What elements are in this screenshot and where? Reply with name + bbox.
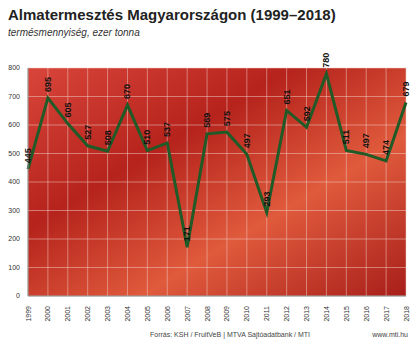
svg-text:592: 592	[302, 106, 312, 121]
svg-text:1999: 1999	[25, 306, 32, 322]
svg-text:511: 511	[341, 130, 351, 145]
html-text:Forrás: KSH / FruitVeB | MTVA: Forrás: KSH / FruitVeB | MTVA Sajtóadatb…	[150, 331, 310, 338]
svg-text:695: 695	[43, 77, 53, 92]
svg-text:445: 445	[23, 148, 33, 163]
svg-text:2012: 2012	[283, 306, 290, 322]
svg-text:800: 800	[8, 64, 20, 71]
svg-text:670: 670	[122, 84, 132, 99]
svg-text:2016: 2016	[363, 306, 370, 322]
svg-text:497: 497	[242, 133, 252, 148]
svg-text:497: 497	[361, 133, 371, 148]
svg-text:679: 679	[401, 81, 411, 96]
svg-text:2007: 2007	[184, 306, 191, 322]
svg-text:600: 600	[8, 121, 20, 128]
svg-text:605: 605	[63, 103, 73, 118]
svg-text:510: 510	[142, 130, 152, 145]
svg-text:508: 508	[103, 130, 113, 145]
svg-text:2017: 2017	[383, 306, 390, 322]
svg-text:780: 780	[321, 53, 331, 68]
svg-text:100: 100	[8, 264, 20, 271]
html-text:termésmennyiség, ezer tonna: termésmennyiség, ezer tonna	[8, 27, 140, 38]
svg-text:171: 171	[182, 226, 192, 241]
svg-text:500: 500	[8, 150, 20, 157]
svg-text:0: 0	[16, 292, 20, 299]
svg-text:293: 293	[262, 191, 272, 206]
svg-text:700: 700	[8, 93, 20, 100]
svg-text:2006: 2006	[164, 306, 171, 322]
svg-text:2015: 2015	[343, 306, 350, 322]
svg-text:2003: 2003	[104, 306, 111, 322]
svg-text:2004: 2004	[124, 306, 131, 322]
svg-text:200: 200	[8, 235, 20, 242]
svg-text:2011: 2011	[263, 306, 270, 321]
svg-text:2013: 2013	[303, 306, 310, 322]
svg-text:2000: 2000	[44, 306, 51, 322]
svg-text:2009: 2009	[223, 306, 230, 322]
svg-text:2008: 2008	[204, 306, 211, 322]
html-text:www.mti.hu: www.mti.hu	[372, 331, 408, 338]
svg-text:527: 527	[83, 125, 93, 140]
svg-text:651: 651	[282, 89, 292, 104]
html-text:Almatermesztés Magyarországon: Almatermesztés Magyarországon (1999–2018…	[8, 6, 336, 23]
svg-text:2002: 2002	[84, 306, 91, 322]
svg-text:400: 400	[8, 178, 20, 185]
svg-text:474: 474	[381, 140, 391, 155]
svg-text:300: 300	[8, 207, 20, 214]
svg-text:575: 575	[222, 111, 232, 126]
svg-text:569: 569	[202, 113, 212, 128]
svg-text:2005: 2005	[144, 306, 151, 322]
svg-text:2018: 2018	[403, 306, 410, 322]
svg-text:537: 537	[162, 122, 172, 137]
svg-text:2001: 2001	[64, 306, 71, 322]
svg-text:2014: 2014	[323, 306, 330, 322]
svg-text:2010: 2010	[243, 306, 250, 322]
